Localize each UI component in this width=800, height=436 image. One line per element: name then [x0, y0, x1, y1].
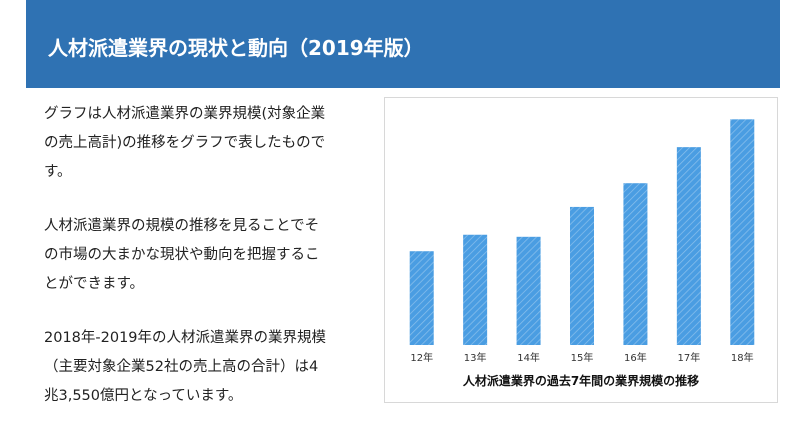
header: 人材派遣業界の現状と動向（2019年版） [26, 0, 780, 88]
text-line: 2018年-2019年の人材派遣業界の業界規模 [44, 330, 327, 346]
x-tick-label: 18年 [731, 351, 754, 364]
bar-hatch [570, 206, 594, 345]
body-text: グラフは人材派遣業界の業界規模(対象企業 の売上高計)の推移をグラフで表したもので… [44, 100, 379, 436]
bar-hatch [730, 119, 755, 345]
paragraph: 2018年-2019年の人材派遣業界の業界規模 （主要対象企業52社の売上高の合計… [44, 324, 379, 411]
page-title: 人材派遣業界の現状と動向（2019年版） [48, 36, 424, 60]
text-line: （主要対象企業52社の売上高の合計）は4 [44, 359, 319, 375]
chart: 人材派遣業界の過去7年間の業界規模の推移 12年 13年 14年 15年 16年 17年 1… [409, 119, 755, 388]
x-tick-label: 14年 [517, 351, 540, 364]
text-line: グラフは人材派遣業界の業界規模(対象企業 [44, 106, 326, 122]
bar-hatch [623, 183, 648, 345]
bar-hatch [516, 236, 541, 345]
paragraph: 人材派遣業界の規模の推移を見ることでそ の市場の大まかな現状や動向を把握するこ とが… [44, 212, 379, 299]
bar-hatch [409, 251, 434, 345]
text-line: とができます。 [44, 276, 145, 292]
x-tick-label: 16年 [624, 351, 647, 364]
text-line: 人材派遣業界の規模の推移を見ることでそ [44, 218, 320, 234]
x-tick-label: 17年 [677, 351, 700, 364]
x-tick-label: 12年 [410, 351, 433, 364]
x-tick-label: 13年 [464, 351, 487, 364]
chart-box: 人材派遣業界の過去7年間の業界規模の推移 12年 13年 14年 15年 16年 17年 1… [384, 97, 778, 403]
x-tick-label: 15年 [571, 351, 594, 364]
chart-title: 人材派遣業界の過去7年間の業界規模の推移 [462, 373, 699, 388]
page: {"header": {"title": "人材派遣業界の現状と動向（2019年… [26, 0, 780, 404]
paragraph: グラフは人材派遣業界の業界規模(対象企業 の売上高計)の推移をグラフで表したもので… [44, 100, 379, 187]
text-line: 兆3,550億円となっています。 [44, 388, 243, 404]
bar-hatch [463, 234, 488, 345]
text-line: の売上高計)の推移をグラフで表したもので [44, 135, 326, 151]
text-line: の市場の大まかな現状や動向を把握するこ [44, 247, 320, 263]
text-line: す。 [44, 164, 72, 180]
bar-hatch [676, 147, 701, 345]
